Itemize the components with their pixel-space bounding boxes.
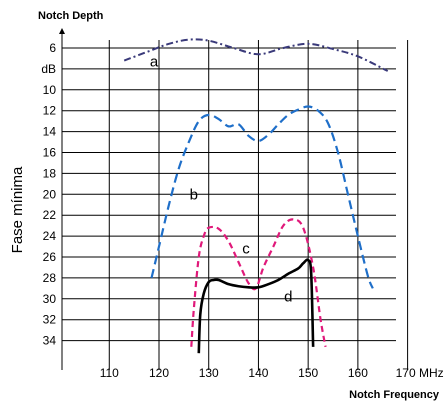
series-line-d [197, 258, 315, 354]
chart-grid [62, 40, 409, 370]
y-tick-label: 32 [43, 313, 57, 327]
x-tick-label: 160 [348, 366, 368, 380]
chart-title: Notch Depth [38, 10, 104, 22]
y-axis-label: Fase mínima [9, 166, 26, 253]
x-tick-label: 170 MHz [396, 366, 444, 380]
y-tick-label: 28 [43, 271, 57, 285]
series-label-d: d [284, 289, 292, 306]
y-tick-label: 14 [43, 125, 57, 139]
series-label-a: a [150, 54, 159, 71]
y-tick-label: 18 [43, 166, 57, 180]
y-tick-label: 24 [43, 229, 57, 243]
y-axis-arrow-icon [59, 28, 65, 34]
x-tick-label: 130 [199, 366, 219, 380]
x-tick-label: 120 [149, 366, 169, 380]
x-tick-label: 140 [248, 366, 268, 380]
y-tick-label: 20 [43, 187, 57, 201]
y-tick-label: 6 [49, 41, 56, 55]
series-lines [123, 38, 389, 354]
y-tick-label: 34 [43, 334, 57, 348]
y-tick-label: 30 [43, 292, 57, 306]
y-tick-label: 10 [43, 83, 57, 97]
series-label-b: b [190, 186, 198, 203]
x-axis-label: Notch Frequency [349, 389, 440, 401]
y-tick-label: 26 [43, 250, 57, 264]
x-tick-label: 110 [100, 366, 119, 380]
series-line-b [150, 105, 374, 289]
y-tick-label: dB [41, 62, 56, 76]
tick-labels: 6 dB 10 12 14 16 18 20 22 24 26 28 30 32 34 110 120 130 14… [41, 41, 443, 380]
y-tick-label: 22 [43, 208, 57, 222]
series-label-c: c [242, 241, 250, 258]
series-line-a [123, 38, 389, 72]
series-labels: a b c d [150, 54, 293, 306]
y-tick-label: 12 [43, 104, 57, 118]
y-tick-label: 16 [43, 146, 57, 160]
x-tick-label: 150 [298, 366, 318, 380]
